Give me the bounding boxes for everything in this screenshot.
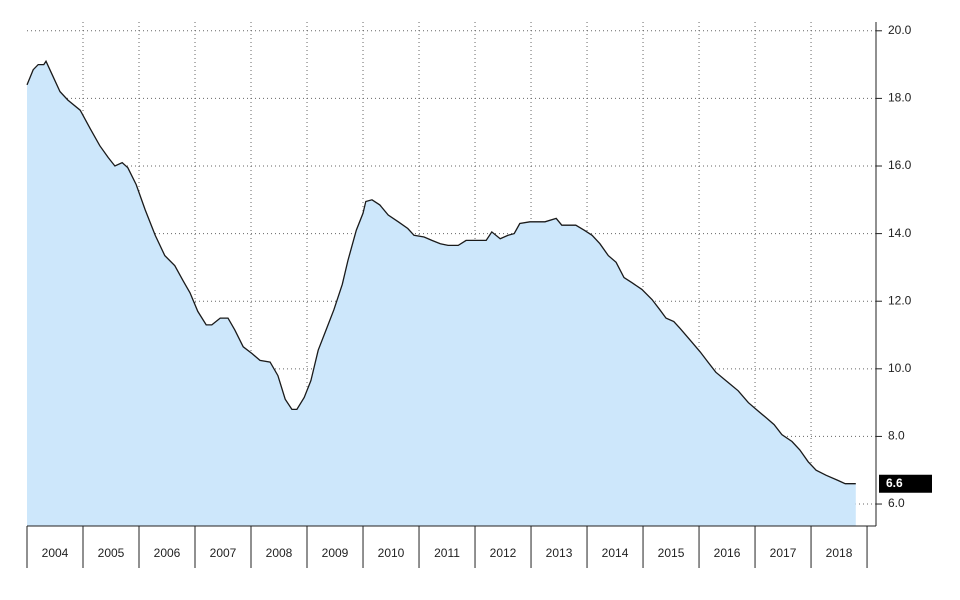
x-tick-label: 2011 — [434, 546, 460, 560]
x-tick-label: 2014 — [602, 546, 629, 560]
x-tick-label: 2006 — [154, 546, 181, 560]
y-tick-label: 18.0 — [888, 91, 912, 105]
x-tick-label: 2005 — [98, 546, 125, 560]
y-tick-label: 16.0 — [888, 158, 912, 172]
y-tick-label: 6.0 — [888, 496, 905, 510]
x-tick-label: 2010 — [378, 546, 405, 560]
last-value-box — [879, 474, 932, 493]
x-tick-label: 2007 — [210, 546, 237, 560]
x-tick-label: 2013 — [546, 546, 573, 560]
x-tick-label: 2018 — [826, 546, 853, 560]
x-tick-label: 2016 — [714, 546, 741, 560]
x-tick-label: 2009 — [322, 546, 349, 560]
y-tick-label: 20.0 — [888, 23, 912, 37]
y-tick-label: 8.0 — [888, 429, 905, 443]
y-tick-label: 10.0 — [888, 361, 912, 375]
x-tick-label: 2008 — [266, 546, 293, 560]
x-tick-label: 2004 — [42, 546, 69, 560]
y-tick-label: 12.0 — [888, 293, 912, 307]
y-tick-label: 14.0 — [888, 226, 912, 240]
area-fill — [27, 61, 856, 526]
line — [26, 59, 856, 485]
x-tick-label: 2017 — [770, 546, 797, 560]
last-value-label: 6.6 — [886, 476, 903, 490]
x-tick-label: 2012 — [490, 546, 517, 560]
x-tick-label: 2015 — [658, 546, 685, 560]
